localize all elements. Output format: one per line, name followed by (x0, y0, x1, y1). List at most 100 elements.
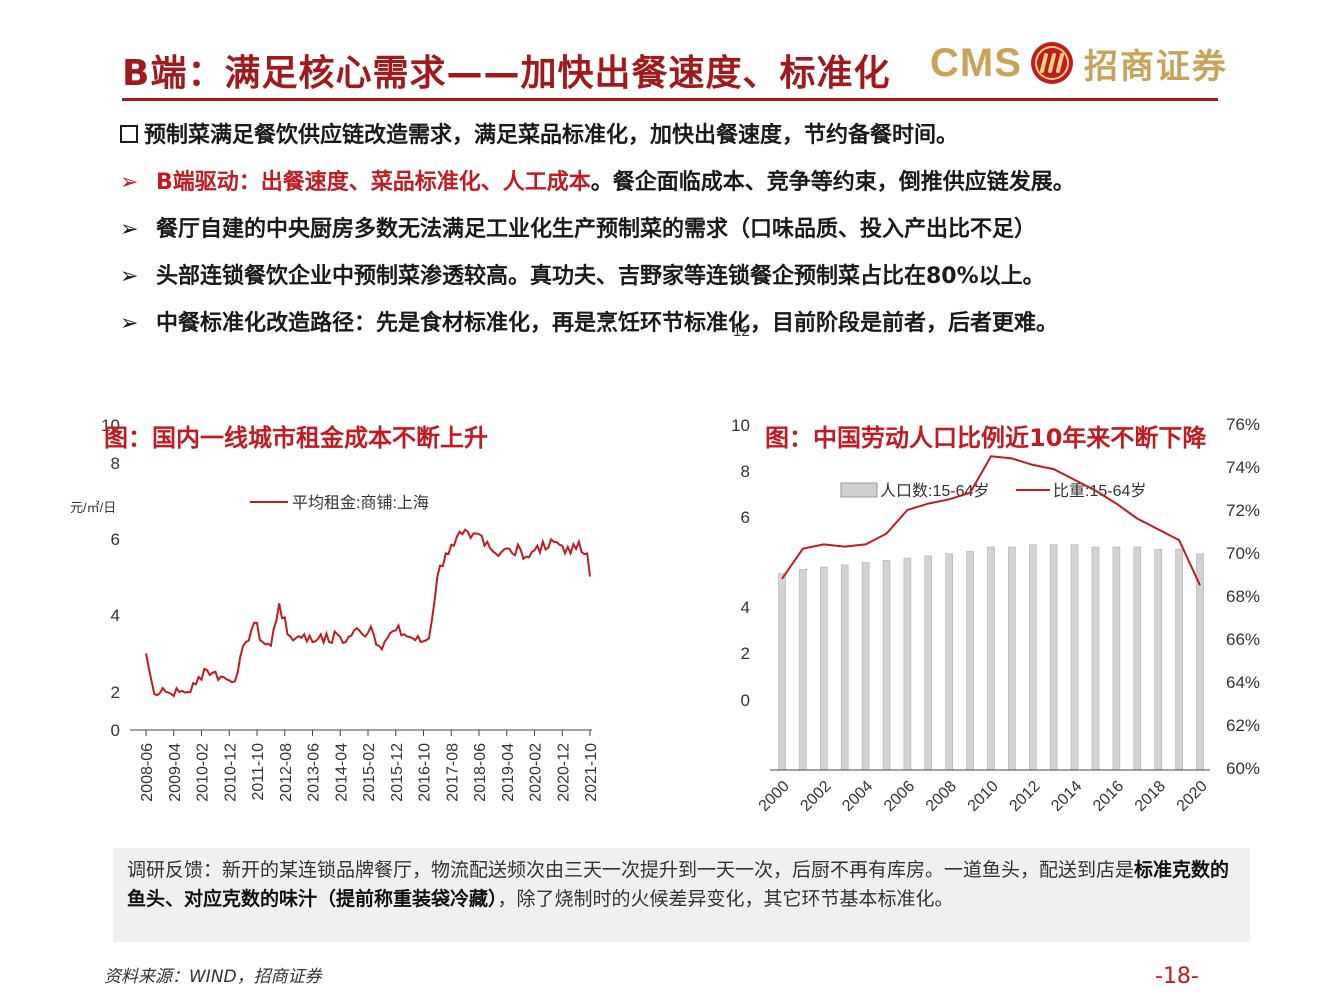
labor-chart: 0 2 4 6 8 10 60% 62% 64% 66% 68% 70% 72% 74% 76% 人口数:… (731, 415, 1260, 815)
bullet-text: 预制菜满足餐饮供应链改造需求，满足菜品标准化，加快出餐速度，节约备餐时间。 (144, 123, 959, 148)
logo-cms-text: CMS (930, 40, 1022, 85)
x-tick-label: 2013-06 (306, 743, 323, 802)
page-title: B端：满足核心需求——加快出餐速度、标准化 (122, 53, 891, 94)
x-tick-label: 2000 (756, 778, 793, 815)
x-tick-label: 2014 (1048, 778, 1085, 815)
labor-chart-title: 图：中国劳动人口比例近10年来不断下降 (765, 424, 1207, 452)
left-tick-label: 10 (731, 416, 750, 435)
arrow-bullet-icon: ➢ (120, 170, 139, 195)
x-tick-label: 2004 (839, 778, 876, 815)
population-bar (1133, 546, 1142, 771)
right-tick-label: 66% (1226, 630, 1260, 649)
population-bar (924, 555, 933, 771)
right-tick-label: 72% (1226, 501, 1260, 520)
bullet-item: ➢ 中餐标准化改造路径：先是食材标准化，再是烹饪环节标准化，目前阶段是前者，后者更… (120, 300, 1260, 347)
population-bar (1175, 548, 1183, 771)
right-tick-label: 76% (1226, 415, 1260, 434)
ratio-series-line (781, 455, 1201, 586)
left-tick-label: 2 (741, 644, 750, 663)
source-note: 资料来源：WIND，招商证券 (104, 967, 322, 987)
x-tick-label: 2012-08 (278, 743, 295, 802)
right-tick-label: 74% (1226, 458, 1260, 477)
population-bar (1008, 546, 1016, 771)
x-tick-label: 2010 (965, 778, 1002, 815)
right-tick-label: 64% (1226, 673, 1260, 692)
x-tick-label: 2014-04 (333, 743, 350, 802)
population-bar (1196, 553, 1204, 771)
left-axis-ticks: 0 2 4 6 8 10 (731, 416, 750, 710)
x-tick-label: 2016 (1090, 778, 1127, 815)
x-tick-label: 2002 (797, 778, 834, 815)
x-axis-ticks: 2008-06 2009-04 2010-02 2010-12 2011-10 2012-… (139, 730, 600, 802)
x-tick-label: 2017-08 (444, 743, 461, 802)
left-tick-label: 6 (741, 508, 750, 527)
x-tick-label: 2011-10 (250, 743, 267, 801)
y-tick-label: 10 (101, 416, 120, 435)
note-bold-text: 标准克数的鱼头、对应克数的味汁（提前称重装袋冷藏） (127, 859, 1230, 910)
population-bar (799, 569, 807, 771)
right-tick-label: 60% (1226, 759, 1260, 778)
bullet-item: 预制菜满足餐饮供应链改造需求，满足菜品标准化，加快出餐速度，节约备餐时间。 (120, 112, 1260, 159)
y-axis-label: 元/㎡/日 (70, 500, 116, 515)
left-tick-label: 8 (741, 462, 750, 481)
population-bar (1112, 546, 1121, 771)
population-bar (945, 553, 953, 771)
x-tick-label: 2008-06 (139, 743, 156, 802)
legend-bar-label: 人口数:15-64岁 (880, 482, 989, 500)
note-text: ，除了烧制时的火候差异变化，其它环节基本标准化。 (497, 888, 954, 910)
bullet-text: 头部连锁餐饮企业中预制菜渗透较高。真功夫、吉野家等连锁餐企预制菜占比在80%以上… (156, 264, 1045, 289)
x-tick-label: 2020 (1174, 778, 1211, 815)
note-text: 调研反馈：新开的某连锁品牌餐厅，物流配送频次由三天一次提升到一天一次，后厨不再有… (127, 859, 1135, 881)
legend-line-label: 比重:15-64岁 (1053, 482, 1146, 500)
arrow-bullet-icon: ➢ (120, 217, 139, 242)
bar-series (778, 544, 1204, 771)
y-tick-label: 2 (111, 683, 120, 702)
x-tick-label: 2020-02 (528, 743, 545, 802)
y-tick-label: 4 (111, 606, 120, 625)
x-tick-label: 2006 (881, 778, 918, 815)
y-tick-label: 8 (111, 454, 120, 473)
logo-cn-text: 招商证券 (1083, 46, 1228, 87)
population-bar (903, 557, 912, 771)
bullet-item: ➢ 头部连锁餐饮企业中预制菜渗透较高。真功夫、吉野家等连锁餐企预制菜占比在80%以… (120, 253, 1260, 300)
bullet-item: ➢ 餐厅自建的中央厨房多数无法满足工业化生产预制菜的需求（口味品质、投入产出比不足… (120, 206, 1260, 253)
population-bar (1028, 544, 1037, 771)
population-bar (861, 562, 870, 771)
population-bar (778, 573, 786, 771)
bullet-text: 餐厅自建的中央厨房多数无法满足工业化生产预制菜的需求（口味品质、投入产出比不足） (156, 217, 1037, 242)
arrow-bullet-icon: ➢ (120, 311, 139, 336)
bullet-list: 预制菜满足餐饮供应链改造需求，满足菜品标准化，加快出餐速度，节约备餐时间。 ➢ B… (120, 112, 1260, 347)
y-tick-label: 6 (111, 530, 120, 549)
right-tick-label: 68% (1226, 587, 1260, 606)
rent-series-line (145, 528, 591, 698)
left-tick-label: 4 (741, 598, 750, 617)
square-bullet-icon (120, 125, 138, 143)
logo: CMS 招商证券 (930, 38, 1228, 88)
header-rule (122, 98, 1218, 101)
right-tick-label: 70% (1226, 544, 1260, 563)
population-bar (987, 546, 995, 771)
population-bar (966, 551, 974, 771)
legend-bar-swatch (840, 482, 878, 498)
x-tick-label: 2021-10 (583, 743, 600, 802)
x-tick-label: 2016-10 (417, 743, 434, 802)
rent-chart-title: 图：国内一线城市租金成本不断上升 (104, 424, 488, 452)
arrow-bullet-icon: ➢ (120, 264, 139, 289)
population-bar (1154, 548, 1163, 771)
x-tick-label: 2019-04 (500, 743, 517, 802)
population-bar (882, 560, 891, 771)
bullet-text: 。餐企面临成本、竞争等约束，倒推供应链发展。 (590, 170, 1075, 195)
x-tick-label: 2008 (923, 778, 960, 815)
bullet-highlight: B端驱动：出餐速度、菜品标准化、人工成本 (156, 170, 591, 195)
x-tick-label: 2015-02 (361, 743, 378, 802)
left-tick-label: 0 (741, 691, 750, 710)
population-bar (840, 564, 849, 771)
y-axis-ticks: 0 2 4 6 8 10 (101, 416, 120, 740)
bullet-item: ➢ B端驱动：出餐速度、菜品标准化、人工成本。餐企面临成本、竞争等约束，倒推供应链… (120, 159, 1260, 206)
population-bar (820, 566, 828, 771)
population-bar (1070, 544, 1079, 771)
right-tick-label: 62% (1226, 716, 1260, 735)
x-tick-label: 2009-04 (167, 743, 184, 802)
x-tick-label: 2018 (1132, 778, 1169, 815)
